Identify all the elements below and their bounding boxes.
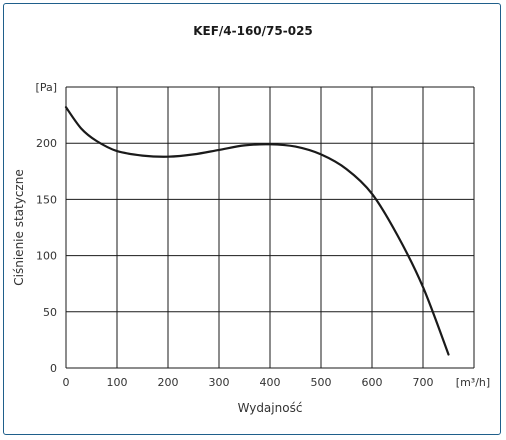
series-line <box>64 106 450 356</box>
x-axis-label: Wydajność <box>238 401 303 415</box>
x-tick-label: 300 <box>209 376 230 389</box>
x-tick-label: 200 <box>158 376 179 389</box>
x-tick-label: 500 <box>311 376 332 389</box>
grid <box>65 86 475 369</box>
x-tick-label: 100 <box>107 376 128 389</box>
y-tick-label: 100 <box>36 250 57 263</box>
chart-frame <box>3 3 501 435</box>
chart-title: KEF/4-160/75-025 <box>193 24 313 38</box>
y-axis-label: Ciśnienie statyczne <box>12 169 26 285</box>
x-tick-label: 400 <box>260 376 281 389</box>
y-tick-label: 50 <box>43 306 57 319</box>
y-unit-label: [Pa] <box>36 81 57 94</box>
x-tick-label: 600 <box>362 376 383 389</box>
y-tick-label: 0 <box>50 362 57 375</box>
y-tick-label: 200 <box>36 137 57 150</box>
x-tick-label: 700 <box>413 376 434 389</box>
x-tick-label: 0 <box>63 376 70 389</box>
y-tick-label: 150 <box>36 193 57 206</box>
tick-labels: 0 100 200 300 400 500 600 700 0 50 100 150 200 <box>36 137 434 389</box>
x-unit-label: [m³/h] <box>456 376 490 389</box>
